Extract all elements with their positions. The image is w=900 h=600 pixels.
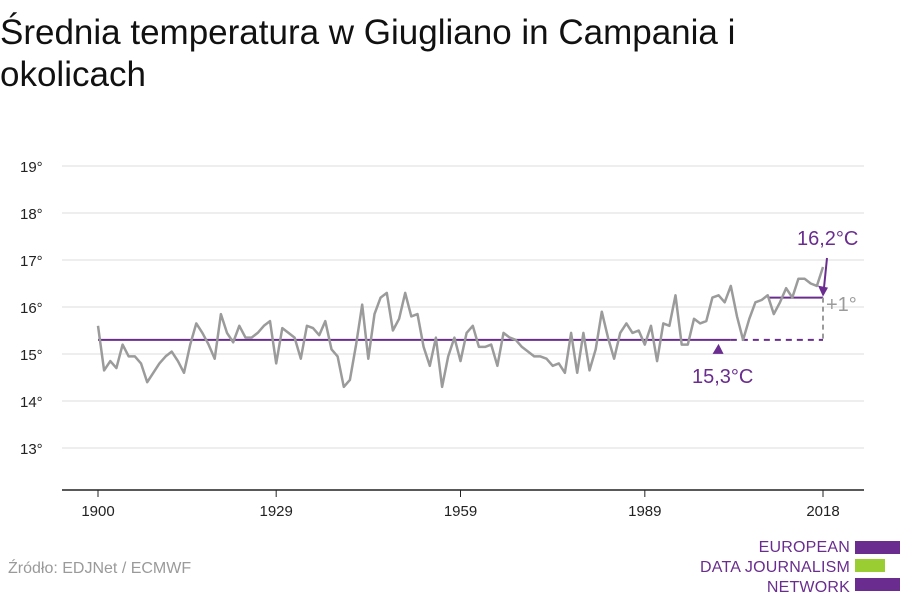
logo-bar-2 — [855, 559, 885, 572]
x-tick-label-1989: 1989 — [628, 503, 661, 520]
series-layer — [96, 266, 825, 389]
y-tick-label-13: 13° — [20, 441, 43, 458]
y-tick-label-16: 16° — [20, 300, 43, 317]
logo-line-1: EUROPEAN — [758, 539, 850, 556]
reference-lines — [98, 296, 824, 341]
x-tick-label-2018: 2018 — [806, 503, 839, 520]
logo-bar-1 — [855, 541, 900, 554]
y-tick-label-18: 18° — [20, 206, 43, 223]
edjnet-logo[interactable]: EUROPEAN DATA JOURNALISM NETWORK — [700, 538, 900, 600]
source-note: Źródło: EDJNet / ECMWF — [8, 560, 192, 577]
baseline-arrow-icon — [712, 343, 724, 354]
recent-arrow-icon — [818, 285, 828, 297]
y-tick-label-17: 17° — [20, 253, 43, 270]
y-tick-label-15: 15° — [20, 347, 43, 364]
logo-bar-3 — [855, 578, 900, 591]
y-tick-label-14: 14° — [20, 394, 43, 411]
recent-average-label: 16,2°C — [797, 228, 858, 250]
x-axis: 1900 1929 1959 1989 2018 — [62, 489, 864, 520]
grid-lines — [62, 165, 864, 449]
x-tick-label-1929: 1929 — [259, 503, 292, 520]
delta-label: +1° — [826, 294, 857, 316]
chart-title: Średnia temperatura w Giugliano in Campa… — [0, 13, 736, 94]
recent-arrow-stem — [823, 257, 828, 288]
y-tick-label-19: 19° — [20, 159, 43, 176]
annotations: 15,3°C 16,2°C +1° — [692, 228, 858, 388]
logo-line-3: NETWORK — [766, 579, 850, 596]
series-line-0 — [96, 266, 825, 389]
logo-line-2: DATA JOURNALISM — [700, 559, 850, 576]
x-tick-label-1900: 1900 — [81, 503, 114, 520]
y-axis-tick-labels: 13° 14° 15° 16° 17° 18° 19° — [20, 159, 43, 458]
x-tick-label-1959: 1959 — [444, 503, 477, 520]
baseline-label: 15,3°C — [692, 366, 753, 388]
